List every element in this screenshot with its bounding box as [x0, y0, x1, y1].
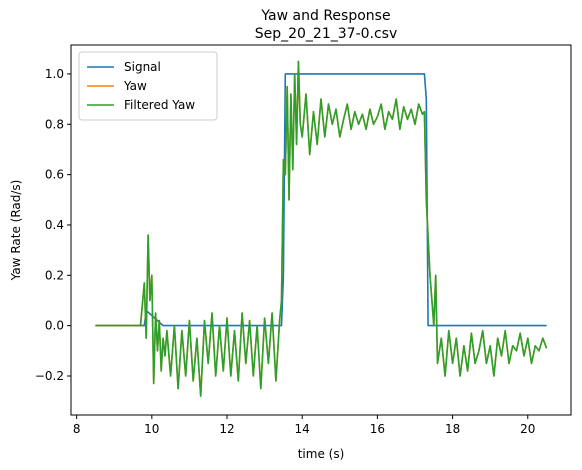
- x-tick-label: 10: [144, 422, 159, 436]
- y-tick-label: 1.0: [45, 67, 64, 81]
- x-tick-label: 12: [219, 422, 234, 436]
- y-tick-label: 0.4: [45, 218, 64, 232]
- legend: Signal Yaw Filtered Yaw: [79, 52, 217, 120]
- y-tick-label: 0.6: [45, 168, 64, 182]
- x-tick-label: 14: [295, 422, 310, 436]
- x-axis-label: time (s): [298, 447, 345, 461]
- x-tick-label: 16: [370, 422, 385, 436]
- chart-title: Yaw and Response: [260, 8, 390, 24]
- legend-label-filtered-yaw: Filtered Yaw: [124, 98, 195, 112]
- x-tick-label: 8: [73, 422, 81, 436]
- y-tick-label: 0.0: [45, 319, 64, 333]
- chart-subtitle: Sep_20_21_37-0.csv: [255, 26, 398, 42]
- legend-label-yaw: Yaw: [123, 79, 147, 93]
- legend-label-signal: Signal: [124, 60, 161, 74]
- y-tick-label: 0.2: [45, 268, 64, 282]
- x-tick-label: 20: [520, 422, 535, 436]
- y-axis-label: Yaw Rate (Rad/s): [9, 180, 23, 282]
- x-tick-label: 18: [445, 422, 460, 436]
- y-tick-label: 0.8: [45, 117, 64, 131]
- y-tick-label: −0.2: [35, 369, 64, 383]
